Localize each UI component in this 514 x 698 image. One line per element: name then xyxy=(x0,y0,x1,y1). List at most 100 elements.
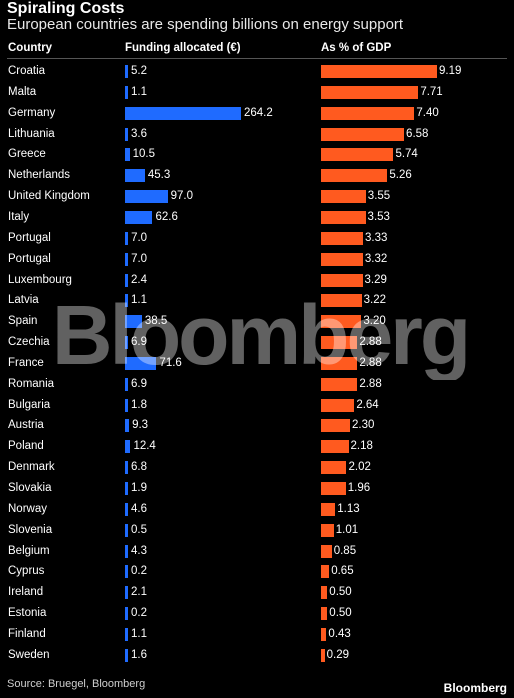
funding-bar xyxy=(125,210,153,224)
column-header-country: Country xyxy=(8,42,53,54)
funding-value-label: 6.9 xyxy=(131,336,148,349)
table-row: Bulgaria 1.8 2.64 xyxy=(0,395,514,416)
funding-bar xyxy=(125,169,145,183)
funding-bar xyxy=(125,148,130,162)
table-row: Latvia 1.1 3.22 xyxy=(0,290,514,311)
source-note: Source: Bruegel, Bloomberg xyxy=(7,678,146,690)
table-row: Belgium 4.3 0.85 xyxy=(0,541,514,562)
gdp-value-label: 0.43 xyxy=(328,627,351,640)
gdp-value-label: 3.55 xyxy=(367,190,391,203)
country-label: Netherlands xyxy=(8,169,71,182)
funding-value-label: 71.6 xyxy=(159,356,182,369)
table-row: Italy 62.6 3.53 xyxy=(0,207,514,228)
gdp-value-label: 1.01 xyxy=(335,523,359,536)
gdp-value-label: 3.29 xyxy=(364,273,387,286)
country-label: Romania xyxy=(8,377,55,390)
country-label: Portugal xyxy=(8,252,51,265)
country-label: Belgium xyxy=(8,544,50,557)
gdp-bar xyxy=(321,169,388,183)
country-label: Bulgaria xyxy=(8,398,51,411)
country-label: Latvia xyxy=(8,294,39,307)
gdp-bar xyxy=(321,502,336,516)
funding-value-label: 5.2 xyxy=(131,65,147,77)
gdp-bar xyxy=(321,607,328,621)
table-row: United Kingdom 97.0 3.55 xyxy=(0,186,514,207)
table-row: France 71.6 2.88 xyxy=(0,353,514,374)
table-row: Cyprus 0.2 0.65 xyxy=(0,561,514,582)
country-label: Malta xyxy=(8,85,37,98)
funding-bar xyxy=(125,294,128,308)
funding-value-label: 0.2 xyxy=(131,607,147,620)
gdp-value-label: 5.26 xyxy=(389,169,412,182)
funding-value-label: 7.0 xyxy=(131,252,148,265)
gdp-bar xyxy=(321,398,355,412)
table-row: Greece 10.5 5.74 xyxy=(0,144,514,165)
table-row: Ireland 2.1 0.50 xyxy=(0,582,514,603)
funding-value-label: 0.2 xyxy=(131,565,147,578)
funding-value-label: 7.0 xyxy=(131,231,148,244)
gdp-value-label: 7.40 xyxy=(416,106,439,119)
country-label: United Kingdom xyxy=(8,190,90,203)
gdp-value-label: 0.50 xyxy=(329,607,352,620)
gdp-value-label: 2.64 xyxy=(356,398,379,411)
table-row: Austria 9.3 2.30 xyxy=(0,415,514,436)
funding-value-label: 3.6 xyxy=(131,127,147,140)
funding-value-label: 1.8 xyxy=(131,398,147,411)
country-label: Sweden xyxy=(8,648,50,661)
funding-bar xyxy=(125,461,128,475)
gdp-value-label: 0.50 xyxy=(329,586,352,599)
funding-bar xyxy=(125,315,142,329)
gdp-value-label: 3.32 xyxy=(364,252,388,265)
gdp-bar xyxy=(321,565,330,579)
gdp-value-label: 2.18 xyxy=(350,440,373,453)
gdp-bar xyxy=(321,231,364,245)
gdp-value-label: 2.88 xyxy=(359,356,382,369)
gdp-bar xyxy=(321,336,358,350)
country-label: Greece xyxy=(8,148,46,161)
funding-value-label: 10.5 xyxy=(132,148,155,161)
gdp-bar xyxy=(321,252,363,266)
funding-bar xyxy=(125,127,128,141)
funding-bar xyxy=(125,85,128,99)
funding-value-label: 1.9 xyxy=(131,482,147,494)
funding-bar xyxy=(125,648,128,662)
gdp-bar xyxy=(321,315,362,329)
table-row: Slovenia 0.5 1.01 xyxy=(0,520,514,541)
country-label: France xyxy=(8,356,44,369)
table-row: Poland 12.4 2.18 xyxy=(0,436,514,457)
funding-value-label: 1.6 xyxy=(131,648,147,661)
country-label: Spain xyxy=(8,315,38,328)
funding-value-label: 2.1 xyxy=(131,586,147,599)
funding-value-label: 45.3 xyxy=(147,169,171,182)
country-label: Luxembourg xyxy=(8,273,72,286)
chart-title: Spiraling Costs xyxy=(7,0,125,17)
table-row: Sweden 1.6 0.29 xyxy=(0,645,514,666)
country-label: Portugal xyxy=(8,231,51,244)
gdp-bar xyxy=(321,461,347,475)
country-label: Lithuania xyxy=(8,127,55,140)
gdp-bar xyxy=(321,648,325,662)
funding-bar xyxy=(125,190,168,204)
funding-value-label: 62.6 xyxy=(155,210,178,223)
gdp-bar xyxy=(321,356,358,370)
gdp-value-label: 1.13 xyxy=(337,502,360,515)
gdp-bar xyxy=(321,544,332,558)
country-label: Slovenia xyxy=(8,523,53,536)
funding-bar xyxy=(125,482,128,495)
funding-value-label: 1.1 xyxy=(131,85,147,98)
table-row: Germany 264.2 7.40 xyxy=(0,103,514,124)
funding-value-label: 1.1 xyxy=(131,627,147,640)
funding-bar xyxy=(125,65,128,78)
funding-bar xyxy=(125,336,129,350)
country-label: Poland xyxy=(8,440,44,453)
country-label: Denmark xyxy=(8,461,55,474)
funding-value-label: 6.8 xyxy=(131,461,147,474)
table-row: Netherlands 45.3 5.26 xyxy=(0,165,514,186)
gdp-value-label: 3.33 xyxy=(365,231,388,244)
table-row: Denmark 6.8 2.02 xyxy=(0,457,514,478)
table-row: Czechia 6.9 2.88 xyxy=(0,332,514,353)
funding-bar xyxy=(125,565,128,579)
column-header-gdp: As % of GDP xyxy=(321,42,392,54)
bloomberg-logo: Bloomberg xyxy=(443,681,507,695)
gdp-value-label: 3.22 xyxy=(363,294,387,307)
